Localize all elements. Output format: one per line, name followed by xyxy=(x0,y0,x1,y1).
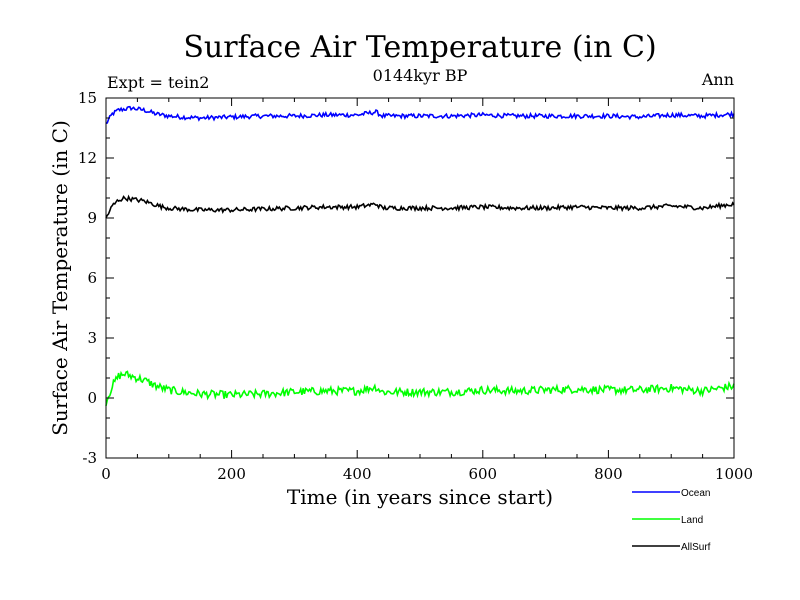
x-tick-label: 600 xyxy=(468,465,497,483)
experiment-label: Expt = tein2 xyxy=(107,73,209,92)
x-tick-label: 200 xyxy=(217,465,246,483)
y-axis-label: Surface Air Temperature (in C) xyxy=(48,120,72,436)
x-axis-label: Time (in years since start) xyxy=(287,485,553,509)
y-tick-label: 9 xyxy=(87,209,97,227)
y-tick-label: -3 xyxy=(82,449,97,467)
chart-subtitle: 0144kyr BP xyxy=(373,66,468,85)
y-tick-label: 12 xyxy=(78,149,97,167)
chart-title: Surface Air Temperature (in C) xyxy=(183,30,656,65)
legend: Ocean Land AllSurf xyxy=(632,488,711,553)
series-line-land xyxy=(105,370,735,406)
legend-label-ocean: Ocean xyxy=(681,488,710,499)
x-tick-label: 400 xyxy=(343,465,372,483)
x-tick-label: 800 xyxy=(594,465,623,483)
y-tick-label: 15 xyxy=(78,89,97,107)
x-tick-label: 0 xyxy=(101,465,111,483)
x-tick-label: 1000 xyxy=(715,465,753,483)
y-tick-label: 6 xyxy=(87,269,97,287)
plot-frame xyxy=(105,97,735,459)
series-line-allsurf xyxy=(105,194,735,219)
series-layer xyxy=(105,105,735,406)
legend-label-land: Land xyxy=(681,515,703,526)
y-tick-label: 0 xyxy=(87,389,97,407)
series-line-ocean xyxy=(105,105,735,125)
legend-label-allsurf: AllSurf xyxy=(681,542,711,553)
y-tick-label: 3 xyxy=(87,329,97,347)
season-label: Ann xyxy=(701,70,734,89)
